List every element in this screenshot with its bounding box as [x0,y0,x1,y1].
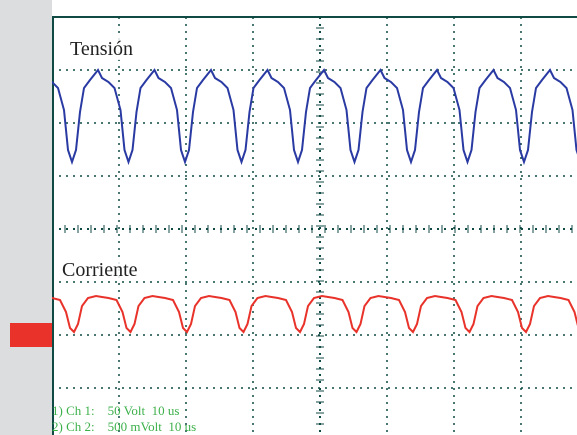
voltage-trace [52,68,577,166]
ch1-readout: 1) Ch 1: 50 Volt 10 us [52,403,180,418]
graticule-grid [52,16,577,435]
ground-marker[interactable] [10,323,56,347]
oscilloscope-display [52,16,577,435]
current-trace [52,294,577,334]
voltage-label: Tensión [70,38,134,60]
current-label: Corriente [62,259,138,281]
oscilloscope-screen: Tensión Corriente 1) Ch 1: 50 Volt 10 us… [52,0,577,435]
ch2-readout: 2) Ch 2: 500 mVolt 10 us [52,419,197,434]
left-panel [0,0,52,435]
